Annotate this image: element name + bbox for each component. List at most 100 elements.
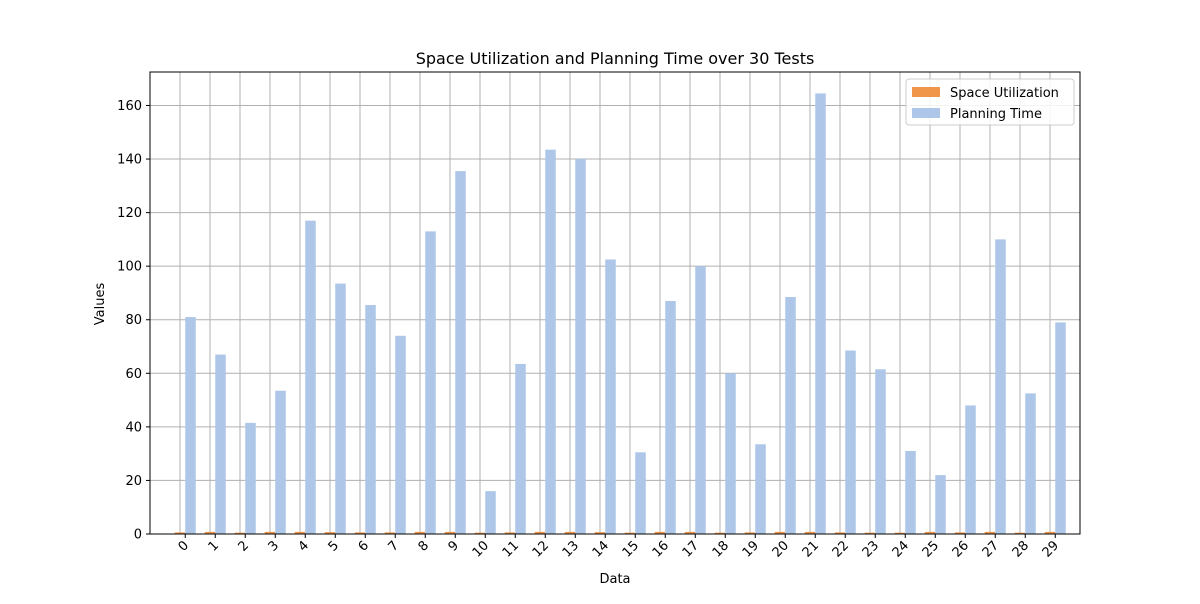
x-tick-label: 26 bbox=[950, 538, 972, 560]
space-utilization-bar bbox=[324, 532, 336, 534]
x-tick-label: 29 bbox=[1040, 538, 1062, 560]
x-tick-label: 7 bbox=[386, 538, 402, 554]
space-utilization-bar bbox=[654, 531, 666, 534]
space-utilization-bar bbox=[414, 531, 426, 534]
space-utilization-bar bbox=[384, 532, 396, 534]
x-tick-label: 0 bbox=[176, 538, 192, 554]
space-utilization-bar bbox=[174, 532, 186, 534]
x-tick-label: 5 bbox=[326, 538, 342, 554]
x-tick-label: 6 bbox=[356, 538, 372, 554]
planning-time-bar bbox=[1055, 322, 1066, 534]
planning-time-bar bbox=[845, 350, 856, 534]
space-utilization-bar bbox=[834, 532, 846, 534]
planning-time-bar bbox=[305, 220, 316, 534]
x-tick-label: 13 bbox=[560, 538, 582, 560]
space-utilization-bar bbox=[774, 531, 786, 534]
space-utilization-bar bbox=[294, 531, 306, 534]
planning-time-bar bbox=[785, 296, 796, 534]
planning-time-bar bbox=[575, 159, 586, 535]
y-tick-label: 160 bbox=[117, 99, 142, 114]
x-tick-label: 24 bbox=[890, 538, 912, 560]
x-tick-label: 8 bbox=[416, 538, 432, 554]
planning-time-bar bbox=[515, 363, 526, 534]
legend-swatch bbox=[912, 108, 940, 118]
planning-time-bar bbox=[725, 373, 736, 534]
x-tick-label: 10 bbox=[470, 538, 492, 560]
x-tick-label: 25 bbox=[920, 538, 942, 560]
x-tick-label: 28 bbox=[1010, 538, 1032, 560]
x-tick-label: 4 bbox=[296, 538, 312, 554]
y-tick-label: 40 bbox=[125, 420, 142, 435]
space-utilization-bar bbox=[534, 531, 546, 534]
planning-time-bar bbox=[875, 369, 886, 534]
planning-time-bar bbox=[185, 317, 196, 534]
space-utilization-bar bbox=[924, 531, 936, 534]
x-tick-label: 1 bbox=[206, 538, 222, 554]
bars bbox=[174, 93, 1066, 535]
x-tick-label: 23 bbox=[860, 538, 882, 560]
x-tick-label: 9 bbox=[446, 538, 462, 554]
space-utilization-bar bbox=[624, 532, 636, 534]
x-tick-label: 27 bbox=[980, 538, 1002, 560]
planning-time-bar bbox=[425, 231, 436, 535]
x-tick-label: 15 bbox=[620, 538, 642, 560]
planning-time-bar bbox=[935, 475, 946, 534]
y-tick-label: 0 bbox=[134, 528, 142, 543]
y-tick-label: 80 bbox=[125, 313, 142, 328]
x-tick-label: 12 bbox=[530, 538, 552, 560]
x-tick-label: 22 bbox=[830, 538, 852, 560]
planning-time-bar bbox=[365, 305, 376, 534]
space-utilization-bar bbox=[594, 532, 606, 534]
space-utilization-bar bbox=[714, 532, 726, 534]
y-tick-label: 20 bbox=[125, 474, 142, 489]
legend-swatch bbox=[912, 87, 940, 97]
space-utilization-bar bbox=[354, 532, 366, 534]
space-utilization-bar bbox=[1014, 532, 1026, 534]
space-utilization-bar bbox=[894, 532, 906, 534]
x-tick-label: 18 bbox=[710, 538, 732, 560]
legend-box bbox=[905, 78, 1075, 126]
ticks: 0 1 2 3 4 5 6 7 8 9 10 11 12 13 14 15 16 17 18 19 20 21 22 23 24… bbox=[117, 99, 1062, 561]
space-utilization-bar bbox=[984, 531, 996, 534]
planning-time-bar bbox=[335, 283, 346, 534]
space-utilization-bar bbox=[474, 532, 486, 534]
legend: Space Utilization Planning Time bbox=[905, 78, 1075, 126]
space-utilization-bar bbox=[564, 531, 576, 534]
x-tick-label: 11 bbox=[500, 538, 522, 560]
space-utilization-bar bbox=[804, 531, 816, 534]
chart-title: Space Utilization and Planning Time over… bbox=[416, 49, 815, 68]
planning-time-bar bbox=[215, 354, 226, 534]
space-utilization-bar bbox=[204, 531, 216, 534]
space-utilization-bar bbox=[684, 531, 696, 534]
planning-time-bar bbox=[755, 444, 766, 534]
planning-time-bar bbox=[455, 171, 466, 535]
legend-label: Planning Time bbox=[950, 107, 1042, 122]
space-utilization-bar bbox=[864, 532, 876, 534]
x-axis-label: Data bbox=[599, 572, 630, 587]
space-utilization-bar bbox=[264, 531, 276, 534]
planning-time-bar bbox=[635, 452, 646, 534]
space-utilization-bar bbox=[1044, 531, 1056, 534]
planning-time-bar bbox=[545, 149, 556, 535]
space-utilization-bar bbox=[504, 532, 516, 534]
planning-time-bar bbox=[245, 422, 256, 534]
planning-time-bar bbox=[485, 491, 496, 534]
planning-time-bar bbox=[395, 335, 406, 534]
y-tick-label: 100 bbox=[117, 260, 142, 275]
planning-time-bar bbox=[275, 390, 286, 534]
x-tick-label: 2 bbox=[236, 538, 252, 554]
y-tick-label: 60 bbox=[125, 367, 142, 382]
space-utilization-bar bbox=[954, 532, 966, 534]
space-utilization-bar bbox=[444, 531, 456, 534]
planning-time-bar bbox=[815, 93, 826, 534]
space-utilization-bar bbox=[234, 532, 246, 534]
x-tick-label: 3 bbox=[266, 538, 282, 554]
x-tick-label: 16 bbox=[650, 538, 672, 560]
planning-time-bar bbox=[695, 266, 706, 534]
x-tick-label: 21 bbox=[800, 538, 822, 560]
legend-label: Space Utilization bbox=[950, 86, 1059, 101]
y-tick-label: 120 bbox=[117, 206, 142, 221]
planning-time-bar bbox=[965, 405, 976, 534]
